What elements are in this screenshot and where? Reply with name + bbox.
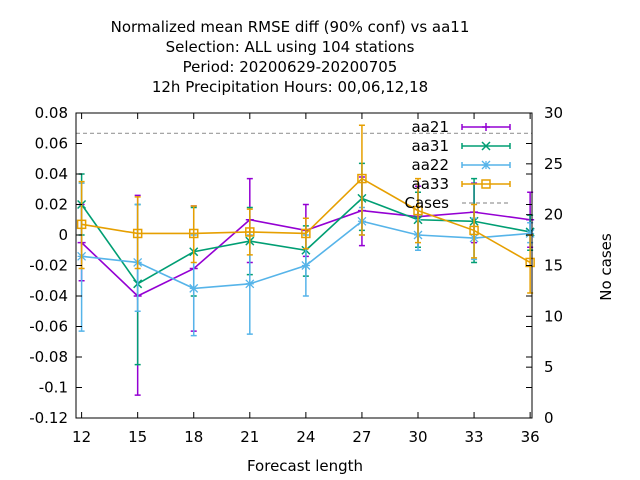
error-bar (78, 180, 85, 270)
legend-swatch-cap (461, 143, 511, 149)
error-bar (358, 124, 365, 236)
data-point (413, 205, 423, 216)
legend-label: Cases (404, 194, 449, 212)
data-point (76, 219, 87, 230)
y2-axis-label: No cases (597, 233, 615, 301)
legend-label: aa33 (412, 175, 449, 193)
x-tick-label: 15 (128, 428, 147, 446)
legend-label: aa22 (412, 156, 449, 174)
y-tick-label: -0.06 (29, 318, 68, 336)
title-line-3: Period: 20200629-20200705 (183, 58, 398, 76)
axes: -0.12 -0.1 -0.08 -0.06 -0.04 -0.02 0 0.02 0.04 0.… (29, 104, 563, 446)
y2-tick-label: 20 (544, 206, 563, 224)
y-tick-label: 0.06 (35, 135, 68, 153)
error-bar (134, 196, 141, 270)
data-point (189, 283, 199, 293)
y-tick-label: -0.02 (29, 257, 68, 275)
data-point (301, 228, 311, 239)
y2-tick-label: 5 (544, 358, 554, 376)
y2-tick-label: 0 (544, 409, 554, 427)
data-point (357, 173, 367, 184)
y-tick-label: 0 (58, 226, 68, 244)
data-point (481, 141, 491, 151)
y-tick-label: 0.04 (35, 165, 68, 183)
error-bar (415, 177, 421, 244)
y2-tick-label: 25 (544, 155, 563, 173)
x-tick-label: 33 (465, 428, 484, 446)
x-tick-label: 18 (184, 428, 203, 446)
legend-swatch-cap (461, 181, 511, 187)
y2-tick-label: 15 (544, 257, 563, 275)
y2-tick-label: 10 (544, 307, 563, 325)
title-line-1: Normalized mean RMSE diff (90% conf) vs … (111, 18, 470, 36)
data-point (188, 228, 199, 239)
x-tick-label: 30 (408, 428, 427, 446)
data-point (481, 160, 491, 170)
data-point (301, 261, 311, 270)
legend-swatch-cap (461, 162, 511, 168)
chart-title: Normalized mean RMSE diff (90% conf) vs … (111, 18, 470, 96)
y-tick-label: -0.12 (29, 409, 68, 427)
data-point (525, 257, 535, 268)
y2-tick-label: 30 (544, 104, 563, 122)
error-bar (302, 217, 309, 250)
data-point (525, 229, 535, 238)
x-tick-label: 36 (521, 428, 540, 446)
plot-area (76, 124, 535, 396)
x-axis-label: Forecast length (247, 457, 363, 475)
x-tick-label: 12 (72, 428, 91, 446)
y-tick-label: 0.02 (35, 196, 68, 214)
data-point (469, 225, 479, 236)
data-point (481, 179, 491, 189)
y-tick-label: -0.1 (39, 379, 68, 397)
x-tick-label: 27 (352, 428, 371, 446)
y-tick-label: 0.08 (35, 104, 68, 122)
legend-swatch-cap (461, 124, 511, 130)
error-bar (471, 203, 478, 259)
data-point (245, 279, 255, 289)
error-bar (190, 205, 197, 264)
data-point (245, 227, 255, 237)
data-point (132, 228, 143, 239)
data-point (482, 123, 490, 131)
title-line-4: 12h Precipitation Hours: 00,06,12,18 (152, 78, 428, 96)
x-tick-label: 24 (296, 428, 315, 446)
y-tick-label: -0.04 (29, 287, 68, 305)
title-line-2: Selection: ALL using 104 stations (166, 38, 415, 56)
y-tick-label: -0.08 (29, 348, 68, 366)
legend-label: aa31 (412, 137, 449, 155)
error-bar (246, 208, 253, 256)
x-tick-label: 21 (240, 428, 259, 446)
legend-label: aa21 (412, 118, 449, 136)
